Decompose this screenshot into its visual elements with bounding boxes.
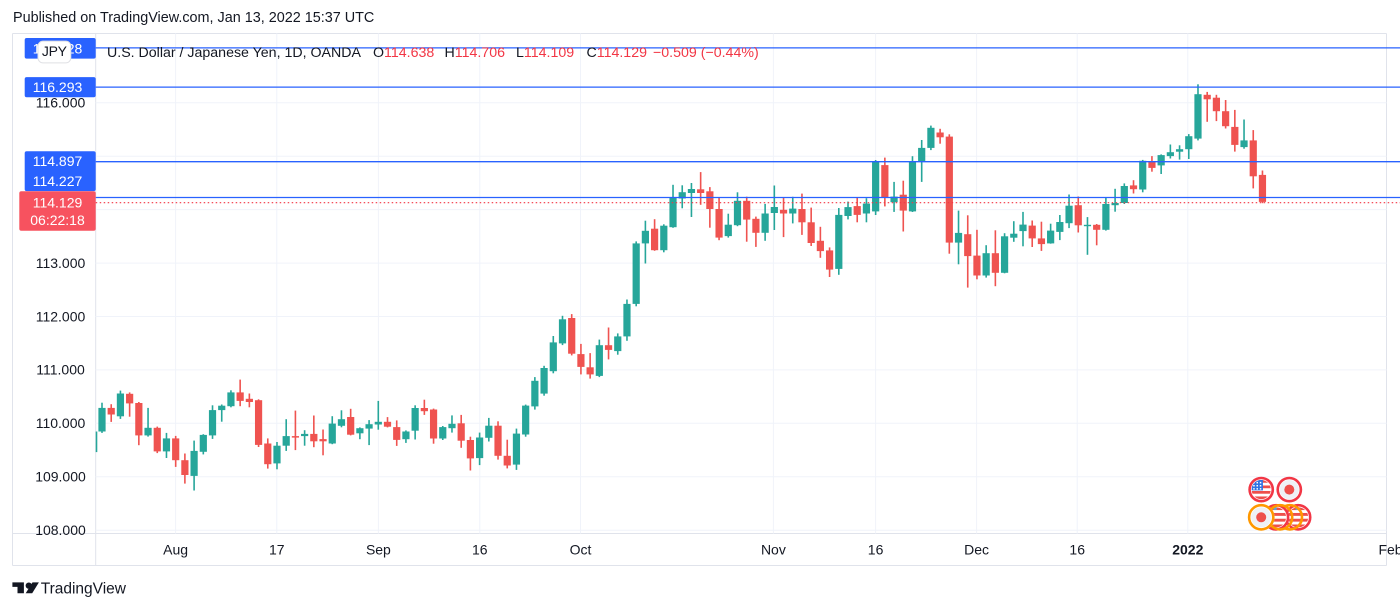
svg-text:108.000: 108.000 [35,522,86,538]
svg-text:16: 16 [868,542,884,558]
svg-text:06:22:18: 06:22:18 [30,212,85,228]
svg-text:Nov: Nov [761,542,786,558]
svg-text:Feb: Feb [1378,542,1400,558]
svg-text:116.293: 116.293 [33,79,83,95]
svg-text:16: 16 [1069,542,1085,558]
svg-text:114.897: 114.897 [33,153,83,169]
svg-text:C114.129−0.509 (−0.44%): C114.129 −0.509 (−0.44%) [587,45,759,61]
svg-text:TradingView: TradingView [41,581,127,598]
svg-text:L114.109: L114.109 [516,45,574,61]
svg-text:114.227: 114.227 [33,173,83,189]
svg-text:110.000: 110.000 [36,415,86,431]
svg-text:17: 17 [269,542,285,558]
svg-text:109.000: 109.000 [35,469,86,485]
svg-text:Aug: Aug [163,542,188,558]
svg-text:Oct: Oct [570,542,592,558]
svg-text:Sep: Sep [366,542,391,558]
svg-text:H114.706: H114.706 [445,45,506,61]
svg-text:2022: 2022 [1172,542,1203,558]
svg-text:JPY: JPY [42,43,68,59]
svg-text:Dec: Dec [964,542,989,558]
svg-text:116.000: 116.000 [36,95,86,111]
svg-text:U.S. Dollar / Japanese Yen, 1D: U.S. Dollar / Japanese Yen, 1D, OANDA [107,45,361,61]
svg-text:112.000: 112.000 [36,308,86,324]
svg-text:113.000: 113.000 [36,255,86,271]
svg-text:Published on TradingView.com,: Published on TradingView.com, Jan 13, 20… [13,10,374,26]
svg-text:111.000: 111.000 [36,362,85,378]
svg-text:16: 16 [472,542,488,558]
svg-text:O114.638: O114.638 [373,45,434,61]
svg-text:114.129: 114.129 [33,195,83,211]
